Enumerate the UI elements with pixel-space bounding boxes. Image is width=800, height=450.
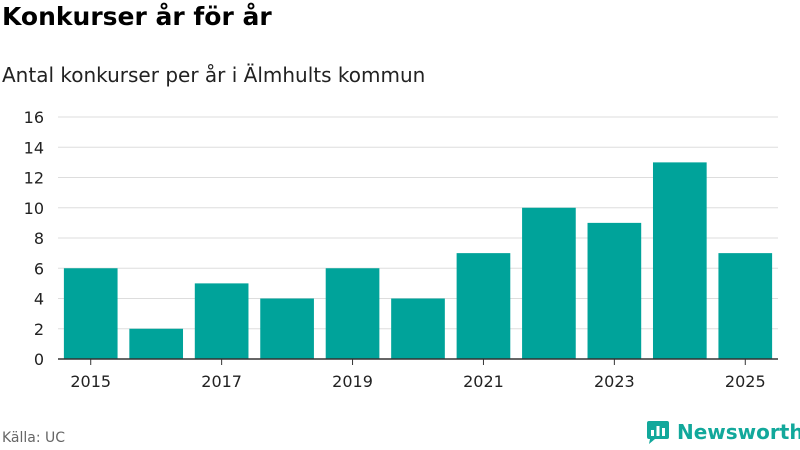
newsworthy-logo-icon bbox=[647, 421, 669, 444]
y-tick-label: 12 bbox=[24, 169, 44, 188]
y-tick-label: 6 bbox=[34, 259, 44, 278]
bar-chart: 0 2 4 6 8 10 12 14 16 2015 2017 2019 2021 2023 2025 bbox=[24, 108, 778, 391]
bar-2016 bbox=[129, 328, 184, 359]
bar-2023 bbox=[587, 222, 642, 359]
x-axis-labels: 2015 2017 2019 2021 2023 2025 bbox=[70, 372, 765, 391]
x-tick-label: 2019 bbox=[332, 372, 373, 391]
bar-2018 bbox=[260, 298, 314, 359]
chart-title: Konkurser år för år bbox=[2, 2, 272, 31]
y-tick-label: 8 bbox=[34, 229, 44, 248]
x-tick-label: 2025 bbox=[725, 372, 766, 391]
bar-2017 bbox=[194, 283, 249, 359]
y-tick-label: 14 bbox=[24, 138, 44, 157]
bar-2020 bbox=[391, 298, 445, 359]
x-tick-label: 2015 bbox=[70, 372, 111, 391]
bar-2022 bbox=[522, 207, 576, 359]
x-tick-label: 2023 bbox=[594, 372, 635, 391]
y-tick-label: 2 bbox=[34, 320, 44, 339]
source-note: Källa: UC bbox=[2, 430, 66, 446]
y-tick-label: 0 bbox=[34, 350, 44, 369]
bar-2021 bbox=[456, 253, 511, 359]
y-tick-label: 16 bbox=[24, 108, 44, 127]
x-tick-label: 2021 bbox=[463, 372, 504, 391]
chart-subtitle: Antal konkurser per år i Älmhults kommun bbox=[2, 63, 426, 87]
x-axis bbox=[58, 358, 778, 365]
grid-lines bbox=[58, 116, 778, 330]
bar-2025 bbox=[718, 253, 773, 359]
brand-name: Newsworthy bbox=[677, 420, 800, 444]
y-tick-label: 10 bbox=[24, 199, 44, 218]
bars bbox=[63, 162, 773, 359]
y-axis-labels: 0 2 4 6 8 10 12 14 16 bbox=[24, 108, 44, 369]
bar-2024 bbox=[652, 162, 707, 359]
newsworthy-logo: Newsworthy bbox=[645, 419, 800, 445]
bar-2019 bbox=[325, 268, 380, 359]
bar-2015 bbox=[63, 268, 118, 359]
y-tick-label: 4 bbox=[34, 290, 44, 309]
x-tick-label: 2017 bbox=[201, 372, 242, 391]
